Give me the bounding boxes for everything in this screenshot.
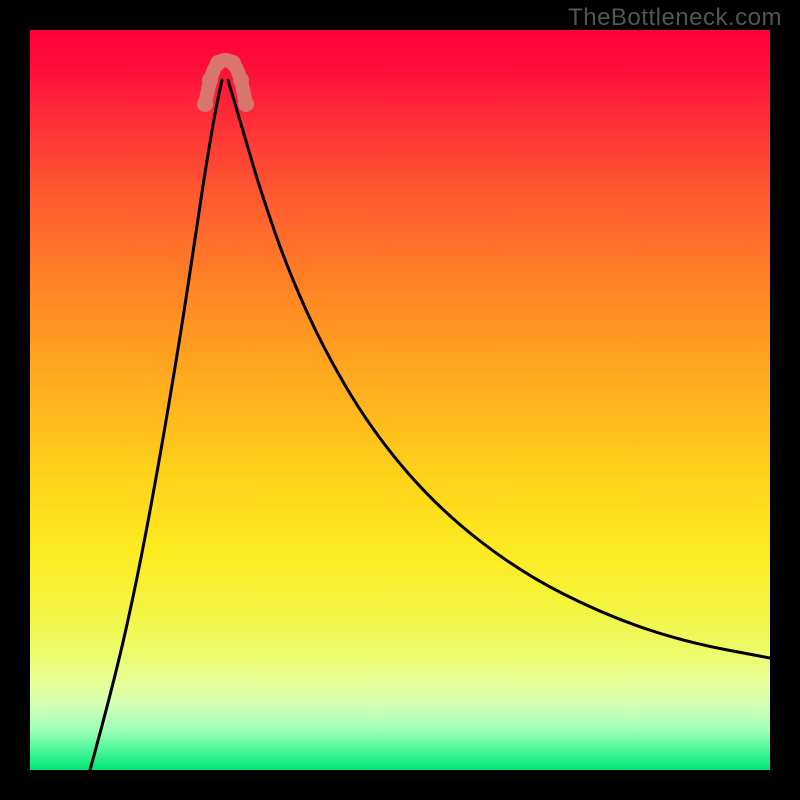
bottleneck-chart	[30, 30, 770, 770]
sweet-spot-dot	[210, 55, 226, 71]
sweet-spot-dot	[225, 55, 241, 71]
sweet-spot-dot	[202, 72, 218, 88]
sweet-spot-dot	[233, 72, 249, 88]
sweet-spot-dot	[197, 96, 213, 112]
plot-area	[30, 30, 770, 770]
sweet-spot-dot	[238, 96, 254, 112]
watermark-text: TheBottleneck.com	[568, 4, 782, 32]
chart-frame: TheBottleneck.com	[0, 0, 800, 800]
gradient-background	[30, 30, 770, 770]
